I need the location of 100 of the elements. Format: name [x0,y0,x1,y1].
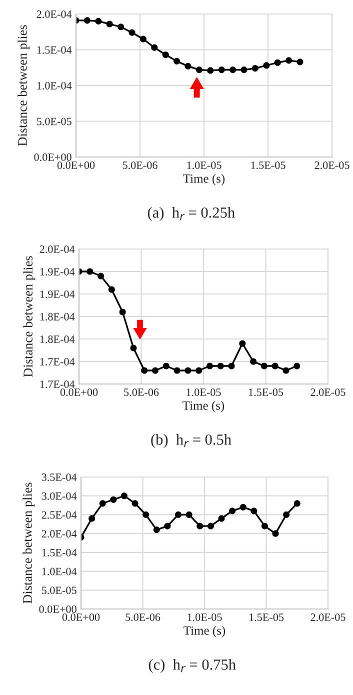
point [132,500,138,507]
y-tick-label: 1.7E-04 [40,358,75,366]
y-tick-label: 2.0E-04 [40,245,75,254]
y-tick-label: 1.9E-04 [40,268,75,276]
point [128,29,136,36]
x-axis-title: Time (s) [183,174,225,186]
y-tick-label: 2.5E-04 [42,511,77,519]
point [228,508,236,514]
x-axis-title: Time (s) [184,626,226,638]
point [282,367,290,374]
y-axis-title: Distance between plies [18,25,30,146]
point [174,511,182,518]
x-tick-label: 1.0E-05 [188,613,222,622]
point [296,58,304,66]
y-tick-label: 1.8E-04 [40,312,75,321]
x-tick-label: 5.0E-06 [126,613,160,622]
point [196,367,202,374]
point [272,530,279,537]
point [120,492,128,500]
point [196,522,204,530]
point [110,496,117,503]
point [186,511,192,518]
y-axis-title: Distance between plies [23,256,36,377]
point [261,522,268,530]
y-tick-label: 1.0E-04 [37,82,72,90]
point [294,362,300,370]
point [217,362,224,370]
point [108,286,115,293]
point [162,362,170,370]
point [274,59,281,66]
text: (a) h$_{r}$ = 0.25h [148,207,235,221]
y-tick-label: 1.0E-04 [42,568,77,576]
point [230,66,236,74]
point [97,272,104,280]
y-tick-label: 2.0E-04 [42,530,77,538]
point [162,51,169,58]
text: (c) h$_{r}$ = 0.75h [148,659,236,673]
point [184,62,192,70]
x-tick-label: 1.0E-05 [187,161,222,170]
x-tick-label: 1.5E-05 [249,613,284,622]
x-tick-label: 0.0E+00 [60,388,98,396]
point [151,44,158,51]
point [95,18,102,24]
x-tick-label: 1.5E-05 [251,161,286,170]
y-tick-label: 3.5E-04 [42,473,77,482]
point [174,58,180,64]
point [218,66,225,74]
y-tick-label: 5.0E-05 [36,118,72,126]
point [286,57,292,64]
x-tick-label: 0.0E+00 [57,161,95,170]
point [294,500,300,507]
x-axis-title: Time (s) [182,401,224,412]
x-tick-label: 5.0E-06 [124,388,159,396]
y-axis-title: Distance between plies [22,482,35,604]
point [152,367,159,374]
point [218,515,225,522]
x-tick-label: 1.0E-05 [186,388,221,396]
point [141,367,148,374]
point [140,36,146,42]
text: (b) h$_{r}$ = 0.5h [151,434,232,448]
point [252,65,258,72]
point [207,67,214,74]
y-tick-label: 1.5E-04 [37,46,72,54]
point [283,511,290,518]
x-tick-label: 2.0E-05 [314,161,350,170]
point [207,522,214,530]
point [153,526,160,534]
point [239,340,246,347]
x-tick-label: 2.0E-05 [310,613,346,622]
point [99,500,106,507]
x-tick-label: 0.0E+00 [62,613,100,622]
y-tick-label: 0.0E+00 [34,153,72,162]
y-tick-label: 1.8E-04 [40,335,75,344]
x-tick-label: 1.5E-05 [248,388,284,396]
point [263,62,270,69]
point [250,508,258,514]
point [260,362,268,370]
point [130,344,137,352]
point [272,362,278,370]
point [228,362,235,370]
point [240,66,248,74]
point [119,308,126,316]
y-tick-label: 3.0E-04 [42,492,77,500]
point [84,17,90,24]
point [88,515,96,522]
point [174,367,180,374]
point [106,20,113,28]
point [240,504,246,510]
point [206,362,214,370]
y-tick-label: 2.0E-04 [36,10,72,18]
point [164,522,171,530]
point [196,66,202,74]
point [250,358,257,365]
point [118,24,124,30]
point [142,511,150,518]
y-tick-label: 1.5E-04 [42,548,77,556]
point [86,268,94,275]
x-tick-label: 5.0E-06 [122,161,158,170]
x-tick-label: 2.0E-05 [310,388,346,396]
y-tick-label: 1.9E-04 [40,290,75,298]
